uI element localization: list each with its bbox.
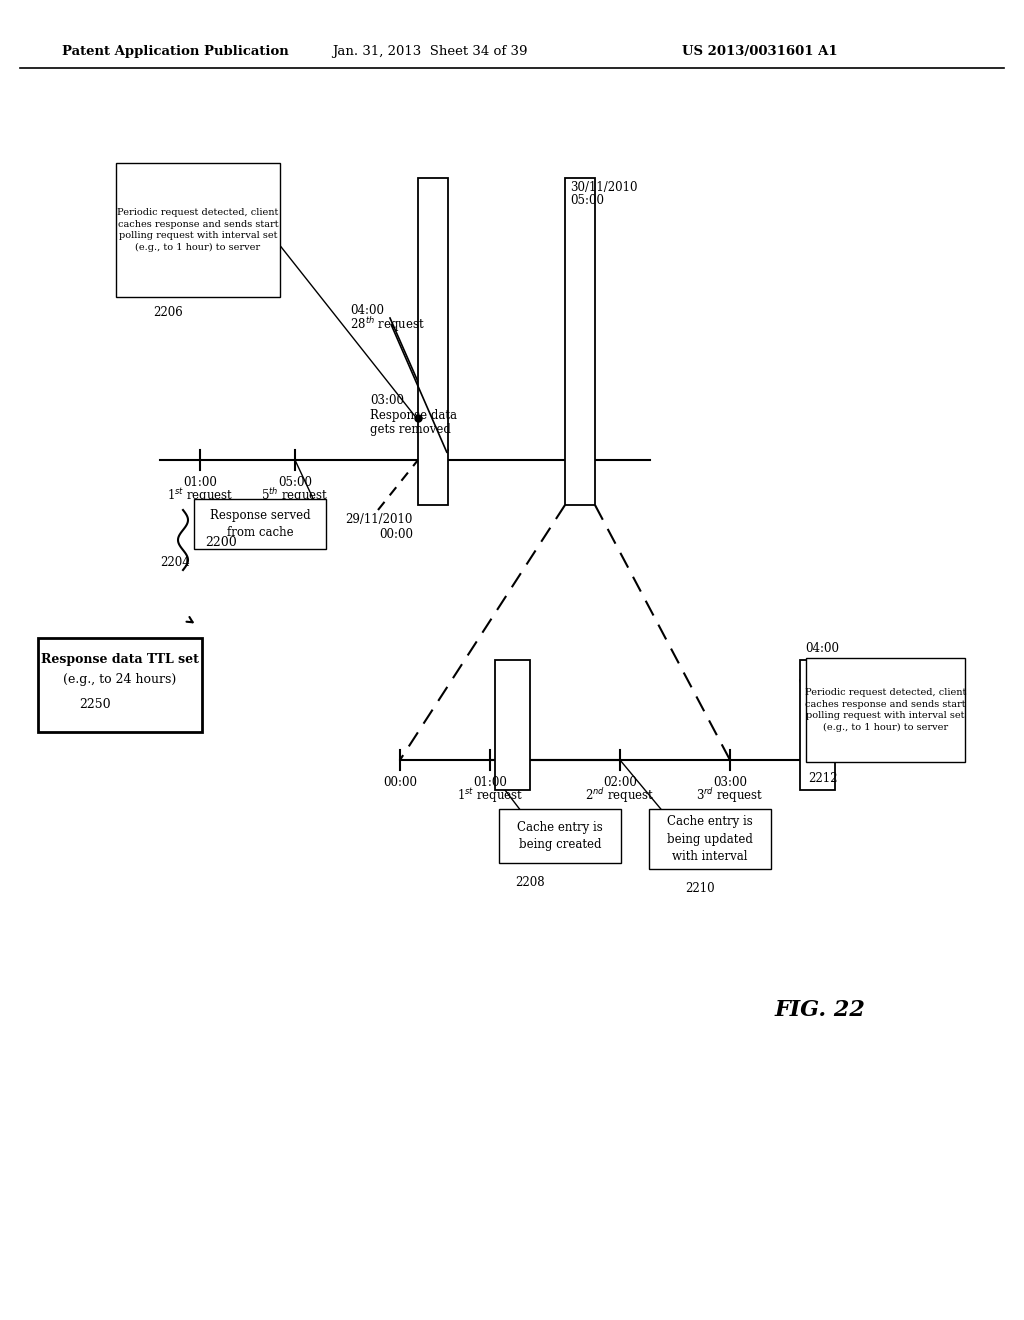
- Text: Cache entry is
being updated
with interval: Cache entry is being updated with interv…: [667, 816, 753, 862]
- Text: 1$^{st}$ request: 1$^{st}$ request: [457, 787, 523, 805]
- Text: 29/11/2010: 29/11/2010: [346, 513, 413, 527]
- Text: 2204: 2204: [160, 557, 190, 569]
- Text: Jan. 31, 2013  Sheet 34 of 39: Jan. 31, 2013 Sheet 34 of 39: [332, 45, 527, 58]
- Text: 04:00: 04:00: [350, 304, 384, 317]
- Text: 30/11/2010: 30/11/2010: [570, 181, 638, 194]
- Text: 2212: 2212: [808, 771, 838, 784]
- Text: Patent Application Publication: Patent Application Publication: [61, 45, 289, 58]
- Text: Periodic request detected, client
caches response and sends start
polling reques: Periodic request detected, client caches…: [805, 688, 967, 731]
- Text: 01:00: 01:00: [473, 776, 507, 788]
- Text: US 2013/0031601 A1: US 2013/0031601 A1: [682, 45, 838, 58]
- Text: 2210: 2210: [685, 882, 715, 895]
- Text: 2206: 2206: [154, 306, 183, 319]
- Text: 04:00: 04:00: [805, 642, 839, 655]
- Text: 03:00: 03:00: [713, 776, 746, 788]
- Text: 02:00: 02:00: [603, 776, 637, 788]
- Text: (e.g., to 24 hours): (e.g., to 24 hours): [63, 673, 176, 686]
- FancyBboxPatch shape: [38, 638, 202, 733]
- Text: 28$^{th}$ request: 28$^{th}$ request: [350, 315, 425, 334]
- Text: 3$^{rd}$ request: 3$^{rd}$ request: [696, 787, 764, 805]
- Text: FIG. 22: FIG. 22: [774, 999, 865, 1020]
- Text: Response served
from cache: Response served from cache: [210, 510, 310, 539]
- Bar: [418, 178, 449, 506]
- FancyBboxPatch shape: [194, 499, 326, 549]
- Text: gets removed: gets removed: [370, 424, 451, 437]
- FancyBboxPatch shape: [499, 809, 621, 863]
- Text: 5$^{th}$ request: 5$^{th}$ request: [261, 487, 329, 506]
- Text: 2$^{nd}$ request: 2$^{nd}$ request: [586, 787, 654, 805]
- Text: 2208: 2208: [515, 875, 545, 888]
- Bar: [800, 660, 835, 789]
- FancyBboxPatch shape: [806, 657, 965, 762]
- Text: 2200: 2200: [205, 536, 237, 549]
- Text: 2250: 2250: [79, 698, 111, 711]
- FancyBboxPatch shape: [649, 809, 771, 869]
- Text: 1$^{st}$ request: 1$^{st}$ request: [167, 487, 233, 506]
- Text: Periodic request detected, client
caches response and sends start
polling reques: Periodic request detected, client caches…: [118, 209, 279, 252]
- Text: Cache entry is
being created: Cache entry is being created: [517, 821, 603, 851]
- Text: Response data TTL set: Response data TTL set: [41, 653, 199, 667]
- Text: 05:00: 05:00: [278, 475, 312, 488]
- Text: Response data: Response data: [370, 408, 457, 421]
- Text: 00:00: 00:00: [383, 776, 417, 788]
- Text: 01:00: 01:00: [183, 475, 217, 488]
- Text: 00:00: 00:00: [379, 528, 413, 540]
- FancyBboxPatch shape: [116, 162, 280, 297]
- Bar: [565, 178, 595, 506]
- Bar: [495, 660, 530, 789]
- Text: 03:00: 03:00: [370, 393, 404, 407]
- Text: 05:00: 05:00: [570, 194, 604, 206]
